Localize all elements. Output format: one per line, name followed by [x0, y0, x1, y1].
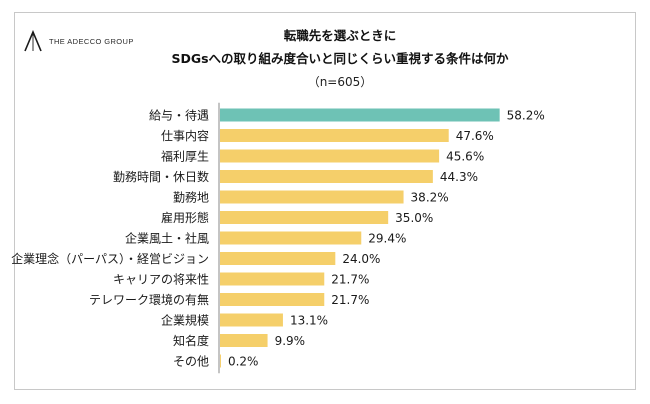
chart-title-line2: SDGsへの取り組み度合いと同じくらい重視する条件は何か [171, 51, 509, 66]
bar-11 [220, 313, 283, 327]
bar-5 [220, 190, 404, 204]
category-label-6: 雇用形態 [161, 210, 209, 225]
sample-size: （n=605） [307, 75, 373, 89]
category-label-8: 企業理念（パーパス）・経営ビジョン [11, 251, 209, 266]
value-label-13: 0.2% [228, 355, 259, 369]
category-label-4: 勤務時間・休日数 [113, 169, 209, 184]
bar-12 [220, 334, 268, 347]
value-label-3: 45.6% [446, 150, 484, 164]
value-label-7: 29.4% [368, 232, 406, 246]
value-label-5: 38.2% [411, 191, 449, 205]
bar-13 [220, 354, 221, 368]
bar-10 [220, 293, 325, 306]
bar-9 [220, 272, 325, 286]
value-label-8: 24.0% [342, 252, 380, 266]
category-label-5: 勤務地 [173, 191, 209, 205]
category-label-12: 知名度 [173, 333, 209, 348]
category-label-3: 福利厚生 [161, 149, 209, 164]
bar-8 [220, 252, 336, 265]
category-label-1: 給与・待遇 [149, 109, 209, 123]
value-label-10: 21.7% [331, 293, 369, 307]
value-label-11: 13.1% [290, 314, 328, 328]
category-label-13: その他 [173, 355, 209, 369]
value-label-2: 47.6% [456, 129, 494, 143]
value-label-4: 44.3% [440, 170, 478, 184]
value-label-1: 58.2% [507, 109, 545, 123]
category-label-10: テレワーク環境の有無 [89, 292, 209, 307]
bar-1 [220, 108, 500, 122]
brand-name: THE ADECCO GROUP [49, 36, 134, 46]
value-label-9: 21.7% [331, 273, 369, 287]
category-label-2: 仕事内容 [161, 128, 209, 143]
chart-frame [14, 12, 636, 390]
bar-7 [220, 231, 362, 245]
value-label-6: 35.0% [395, 211, 433, 225]
chart-title-line1: 転職先を選ぶときに [283, 28, 397, 43]
adecco-a-icon [24, 30, 42, 52]
bar-2 [220, 129, 449, 142]
bar-4 [220, 170, 433, 183]
category-label-11: 企業規模 [161, 313, 209, 328]
value-label-12: 9.9% [275, 334, 306, 348]
brand-logo: THE ADECCO GROUP [22, 30, 134, 52]
bar-6 [220, 211, 389, 224]
bar-3 [220, 149, 440, 163]
category-label-9: キャリアの将来性 [113, 273, 209, 287]
category-label-7: 企業風土・社風 [125, 231, 209, 246]
